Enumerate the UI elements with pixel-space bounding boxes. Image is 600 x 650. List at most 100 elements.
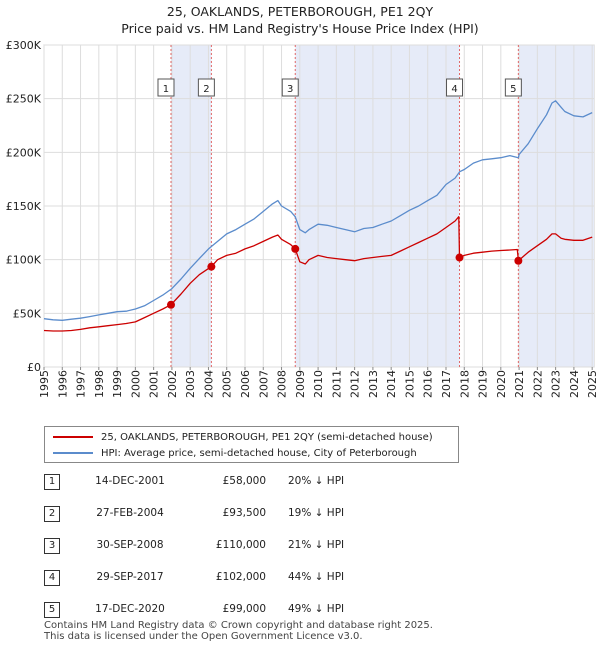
sale-hpi-diff: 21% ↓ HPI: [288, 539, 345, 551]
sale-number-box: [157, 78, 175, 97]
y-tick-label: £100K: [6, 254, 42, 267]
sale-number-box: [281, 78, 299, 97]
x-tick-label: 2022: [531, 370, 544, 398]
x-tick-label: 2002: [166, 370, 179, 398]
x-tick-label: 2023: [550, 370, 563, 398]
y-tick-label: £200K: [6, 146, 42, 159]
x-tick-label: 2006: [239, 370, 252, 398]
x-tick-label: 2010: [312, 370, 325, 398]
sale-number: 2: [44, 506, 60, 522]
y-tick-label: £50K: [13, 307, 42, 320]
sale-number-box: [446, 78, 464, 97]
x-tick-label: 1999: [111, 370, 124, 398]
price-chart: 1 2 3 4 5 £0 £50K £100K £150K £200K £250K £300K 19…: [6, 39, 599, 398]
x-axis-ticks: 1995 1996 1997 1998 1999 2000 2001 2002 2003 2004…: [38, 367, 599, 398]
sale-point: [207, 262, 216, 271]
x-tick-label: 2000: [129, 370, 142, 398]
x-tick-label: 2004: [202, 370, 215, 398]
x-tick-label: 2005: [221, 370, 234, 398]
sale-price: £102,000: [215, 571, 266, 583]
sale-number-box-label: 2: [203, 84, 209, 95]
sale-row: 2 27-FEB-2004 £93,500 19% ↓ HPI: [44, 506, 444, 522]
x-tick-label: 2012: [349, 370, 362, 398]
sale-row: 1 14-DEC-2001 £58,000 20% ↓ HPI: [44, 474, 444, 490]
series-lines: [43, 100, 593, 332]
footer-line2: This data is licensed under the Open Gov…: [44, 631, 363, 642]
sale-hpi-diff: 44% ↓ HPI: [288, 571, 345, 583]
property-line: [43, 216, 593, 332]
sale-hpi-diff: 20% ↓ HPI: [288, 475, 345, 487]
x-tick-label: 2013: [367, 370, 380, 398]
y-tick-label: £300K: [6, 39, 42, 52]
legend-label-property: 25, OAKLANDS, PETERBOROUGH, PE1 2QY (sem…: [101, 431, 433, 443]
sale-price: £99,000: [222, 603, 266, 615]
chart-title-line1: 25, OAKLANDS, PETERBOROUGH, PE1 2QY: [166, 4, 434, 19]
x-tick-label: 1997: [75, 370, 88, 398]
sale-points: [166, 244, 523, 309]
sale-number-boxes: 1 2 3 4 5: [157, 78, 522, 97]
sale-point: [166, 300, 175, 309]
footer: Contains HM Land Registry data © Crown c…: [44, 620, 433, 642]
x-tick-label: 1998: [93, 370, 106, 398]
legend-swatch-property: [53, 436, 93, 438]
x-tick-label: 2008: [276, 370, 289, 398]
y-tick-label: £0: [27, 361, 41, 374]
legend-swatch-hpi: [53, 452, 93, 454]
sale-number: 1: [44, 474, 60, 490]
x-tick-label: 2011: [330, 370, 343, 398]
x-tick-label: 2018: [458, 370, 471, 398]
sale-price: £93,500: [222, 507, 266, 519]
chart-title: 25, OAKLANDS, PETERBOROUGH, PE1 2QY Pric…: [0, 3, 600, 37]
sale-number-box-label: 1: [163, 84, 169, 95]
sale-row: 4 29-SEP-2017 £102,000 44% ↓ HPI: [44, 570, 444, 586]
x-tick-label: 1996: [56, 370, 69, 398]
legend-item-hpi: HPI: Average price, semi-detached house,…: [53, 446, 417, 460]
legend: 25, OAKLANDS, PETERBOROUGH, PE1 2QY (sem…: [44, 426, 459, 463]
x-tick-label: 2003: [184, 370, 197, 398]
sale-date: 29-SEP-2017: [96, 571, 164, 583]
x-tick-label: 2024: [568, 370, 581, 398]
sale-date: 30-SEP-2008: [96, 539, 164, 551]
hpi-line: [43, 100, 593, 321]
footer-line1: Contains HM Land Registry data © Crown c…: [44, 620, 433, 631]
y-tick-label: £150K: [6, 200, 42, 213]
x-tick-label: 2020: [495, 370, 508, 398]
sale-number: 5: [44, 602, 60, 618]
sale-row: 3 30-SEP-2008 £110,000 21% ↓ HPI: [44, 538, 444, 554]
sale-marker-lines: [170, 45, 519, 367]
sale-hpi-diff: 49% ↓ HPI: [288, 603, 345, 615]
sale-price: £110,000: [215, 539, 266, 551]
sale-point: [514, 256, 523, 265]
chart-title-line2: Price paid vs. HM Land Registry's House …: [121, 21, 479, 36]
sale-date: 17-DEC-2020: [95, 603, 165, 615]
y-axis-ticks: £0 £50K £100K £150K £200K £250K £300K: [6, 39, 42, 374]
x-tick-label: 2017: [440, 370, 453, 398]
sale-number: 4: [44, 570, 60, 586]
x-tick-label: 2016: [422, 370, 435, 398]
x-tick-label: 2015: [403, 370, 416, 398]
x-tick-label: 2014: [385, 370, 398, 398]
x-tick-label: 2007: [257, 370, 270, 398]
sale-number-box-label: 4: [451, 84, 457, 95]
x-tick-label: 2021: [513, 370, 526, 398]
x-tick-label: 2025: [586, 370, 599, 398]
sale-number-box-label: 5: [510, 84, 516, 95]
sale-point: [455, 253, 464, 262]
sale-date: 27-FEB-2004: [96, 507, 164, 519]
sale-number: 3: [44, 538, 60, 554]
sale-number-box: [197, 78, 215, 97]
x-tick-label: 2019: [477, 370, 490, 398]
sale-number-box: [504, 78, 522, 97]
grid-lines: [43, 44, 594, 368]
x-tick-label: 1995: [38, 370, 51, 398]
x-tick-label: 2001: [148, 370, 161, 398]
x-tick-label: 2009: [294, 370, 307, 398]
legend-item-property: 25, OAKLANDS, PETERBOROUGH, PE1 2QY (sem…: [53, 430, 433, 444]
sale-row: 5 17-DEC-2020 £99,000 49% ↓ HPI: [44, 602, 444, 618]
sale-hpi-diff: 19% ↓ HPI: [288, 507, 345, 519]
legend-label-hpi: HPI: Average price, semi-detached house,…: [101, 447, 417, 459]
sale-number-box-label: 3: [287, 84, 293, 95]
sale-price: £58,000: [222, 475, 266, 487]
y-tick-label: £250K: [6, 93, 42, 106]
sale-date: 14-DEC-2001: [95, 475, 165, 487]
